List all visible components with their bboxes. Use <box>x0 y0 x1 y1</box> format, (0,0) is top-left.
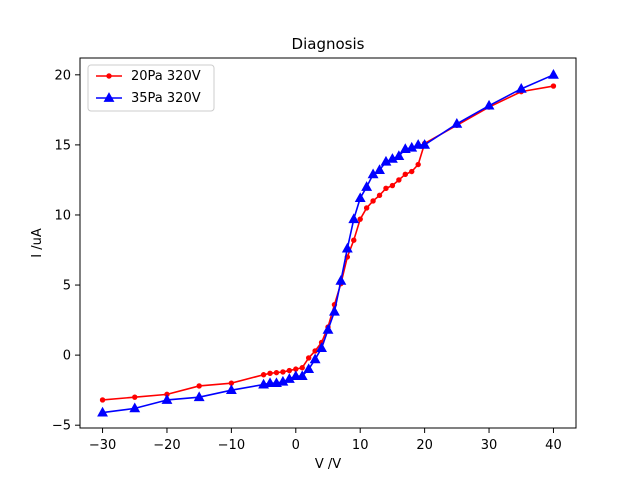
series-2-point <box>341 242 353 253</box>
series-2-point <box>322 324 334 334</box>
series-2-point <box>393 150 405 161</box>
series-1-point <box>132 394 138 400</box>
legend: 20Pa 320V 35Pa 320V <box>87 64 215 112</box>
series-2-point <box>412 139 424 149</box>
series-2-point <box>451 118 463 128</box>
series-1-point <box>402 171 408 178</box>
series-2-point <box>483 99 495 110</box>
series-1-point <box>409 168 415 175</box>
y-tick-label: 20 <box>54 68 71 83</box>
x-tick-label: −10 <box>218 438 245 453</box>
y-tick-label: 10 <box>54 208 71 223</box>
series-1-point <box>396 177 402 183</box>
series-1-point <box>299 365 305 371</box>
x-tick-label: 30 <box>481 438 498 453</box>
x-tick-label: 10 <box>352 438 369 453</box>
series-2-point <box>309 353 321 364</box>
y-tick-label: 15 <box>54 138 71 153</box>
series-1-point <box>280 369 286 375</box>
series-1-point <box>363 205 370 211</box>
series-2-point <box>374 164 385 175</box>
y-tick-label: 5 <box>63 279 71 294</box>
legend-handle-marker <box>106 73 112 79</box>
series-2-point <box>264 377 276 388</box>
series-1-point <box>550 83 557 89</box>
series-2-point <box>316 342 327 353</box>
x-tick-label: 20 <box>416 438 433 453</box>
series-1-point <box>370 198 376 204</box>
series-2-point <box>225 384 237 395</box>
series-1-point <box>376 192 383 199</box>
series-2-point <box>296 370 308 381</box>
series-1-point <box>305 355 312 361</box>
y-tick-label: 0 <box>63 349 71 364</box>
series-1-point <box>415 161 421 168</box>
series-2-point <box>290 370 302 381</box>
series-2-point <box>129 402 141 413</box>
series-1-point <box>260 372 267 378</box>
series-2-point <box>515 83 527 93</box>
x-axis-label: V /V <box>315 457 341 472</box>
x-tick-label: −30 <box>89 438 116 453</box>
series-2-point <box>419 139 431 149</box>
series-2 <box>97 68 559 417</box>
series-2-point <box>329 305 340 316</box>
y-axis-label: I /uA <box>30 228 45 258</box>
legend-label-series-2: 35Pa 320V <box>131 91 201 106</box>
plot-area <box>80 58 576 428</box>
series-2-point <box>354 192 366 203</box>
y-axis-ticks: −5 0 5 10 15 20 <box>52 68 80 434</box>
series-2-point <box>548 68 559 79</box>
y-tick-label: −5 <box>52 419 71 434</box>
series-2-point <box>335 275 347 285</box>
series-1-point <box>351 237 357 243</box>
plot-frame <box>79 57 577 429</box>
series-1-point <box>99 397 106 403</box>
series-1-point <box>267 370 273 377</box>
legend-handle-marker <box>103 92 115 102</box>
series-1-point <box>389 182 396 189</box>
series-layer <box>97 68 559 417</box>
chart-title: Diagnosis <box>292 35 365 53</box>
series-2-point <box>361 181 373 191</box>
series-2-point <box>348 213 360 224</box>
series-1-point <box>357 216 363 222</box>
x-tick-label: 40 <box>545 438 562 453</box>
series-1-point <box>286 367 293 374</box>
series-2-point <box>97 406 108 417</box>
x-tick-label: −20 <box>153 438 180 453</box>
series-2-point <box>193 391 205 402</box>
series-1-point <box>273 369 280 376</box>
x-axis-ticks: −30 −20 −10 0 10 20 30 40 <box>89 428 562 453</box>
series-2-point <box>161 394 173 404</box>
x-tick-label: 0 <box>292 438 300 453</box>
series-2-point <box>303 363 315 374</box>
legend-label-series-1: 20Pa 320V <box>131 69 201 84</box>
series-1-point <box>383 185 389 192</box>
series-1-point <box>196 383 202 389</box>
